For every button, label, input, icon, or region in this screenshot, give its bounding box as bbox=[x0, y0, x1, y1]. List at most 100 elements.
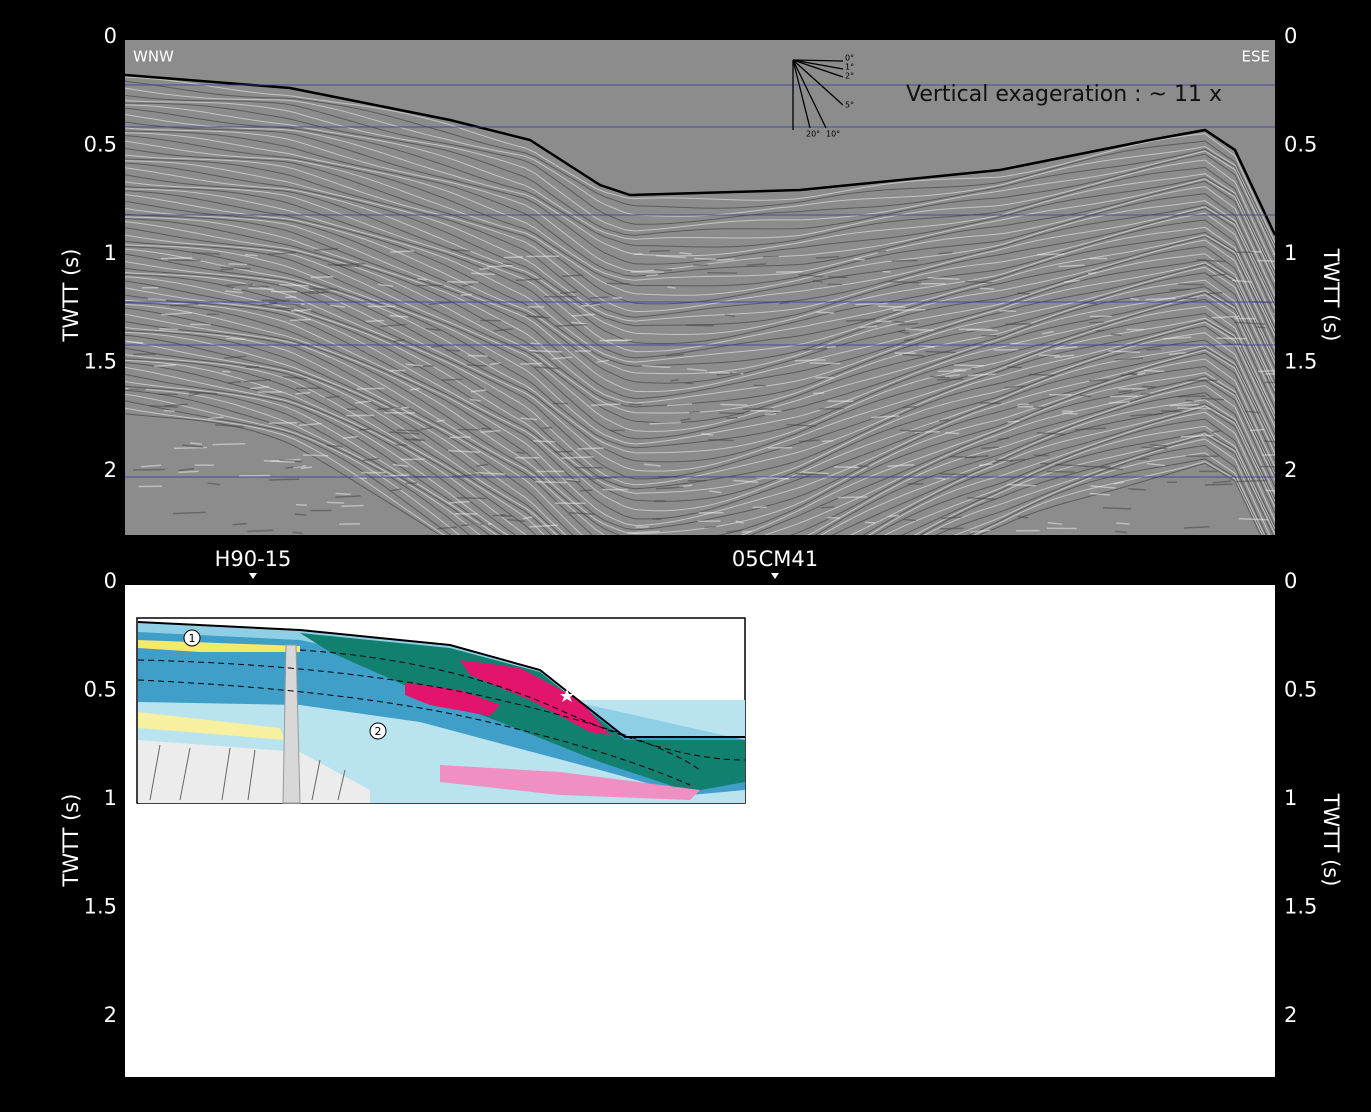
noise bbox=[359, 429, 370, 430]
noise bbox=[925, 352, 955, 353]
noise bbox=[810, 363, 841, 364]
noise bbox=[468, 355, 488, 356]
noise bbox=[347, 409, 357, 410]
line-marker: H90-15 bbox=[215, 547, 292, 571]
noise bbox=[405, 483, 416, 484]
noise bbox=[709, 372, 729, 373]
noise bbox=[390, 251, 414, 252]
noise bbox=[940, 528, 963, 529]
y-tick-label: 0 bbox=[104, 24, 117, 48]
line-marker: 05CM41 bbox=[732, 547, 818, 571]
y-tick-label: 0.5 bbox=[84, 678, 117, 702]
noise bbox=[1178, 284, 1204, 285]
noise bbox=[938, 371, 966, 372]
noise bbox=[220, 269, 233, 270]
y-tick-label: 1.5 bbox=[84, 350, 117, 374]
y-axis-title: TWTT (s) bbox=[1319, 248, 1343, 342]
noise bbox=[763, 256, 779, 257]
noise bbox=[533, 441, 555, 442]
noise bbox=[995, 460, 1013, 461]
y-axis-title: TWTT (s) bbox=[59, 249, 83, 343]
noise bbox=[520, 363, 542, 364]
noise bbox=[822, 441, 833, 442]
noise bbox=[357, 388, 385, 389]
noise bbox=[303, 455, 328, 456]
y-tick-label: 0 bbox=[1284, 24, 1297, 48]
noise bbox=[607, 283, 629, 284]
noise bbox=[457, 498, 486, 499]
noise bbox=[1103, 508, 1131, 509]
y-tick-label: 2 bbox=[1284, 458, 1297, 482]
noise bbox=[1096, 330, 1104, 331]
interpretation-inset: 1 2 bbox=[137, 618, 745, 803]
noise bbox=[742, 531, 752, 532]
noise bbox=[1250, 430, 1264, 431]
noise bbox=[542, 428, 552, 429]
noise bbox=[939, 420, 949, 421]
noise bbox=[754, 385, 766, 386]
noise bbox=[336, 494, 351, 495]
noise bbox=[954, 365, 984, 366]
y-tick-label: 1 bbox=[1284, 786, 1297, 810]
y-tick-label: 1 bbox=[104, 786, 117, 810]
noise bbox=[1089, 322, 1103, 323]
noise bbox=[226, 284, 253, 285]
noise bbox=[189, 393, 217, 394]
noise bbox=[1178, 396, 1205, 397]
noise bbox=[937, 379, 963, 380]
noise bbox=[442, 379, 463, 380]
y-axis-title: TWTT (s) bbox=[1319, 793, 1343, 887]
noise bbox=[311, 277, 334, 278]
callout: 2 bbox=[375, 725, 382, 738]
y-tick-label: 0.5 bbox=[1284, 133, 1317, 157]
angle-label: 1° bbox=[845, 63, 854, 72]
noise bbox=[854, 259, 865, 260]
noise bbox=[891, 321, 904, 322]
exaggeration-note: Vertical exageration : ~ 11 x bbox=[906, 82, 1222, 107]
noise bbox=[1140, 459, 1149, 460]
y-tick-label: 1.5 bbox=[1284, 895, 1317, 919]
noise bbox=[213, 444, 246, 445]
y-tick-label: 0.5 bbox=[1284, 678, 1317, 702]
y-tick-label: 2 bbox=[104, 458, 117, 482]
noise bbox=[446, 350, 460, 351]
noise bbox=[580, 490, 592, 491]
noise bbox=[1205, 484, 1232, 485]
noise bbox=[1217, 338, 1247, 339]
noise bbox=[481, 428, 491, 429]
noise bbox=[950, 457, 976, 458]
noise bbox=[290, 320, 311, 321]
noise bbox=[504, 257, 523, 258]
noise bbox=[366, 321, 384, 322]
noise bbox=[816, 312, 833, 313]
y-tick-label: 1.5 bbox=[1284, 350, 1317, 374]
noise bbox=[821, 507, 834, 508]
noise bbox=[526, 316, 543, 317]
noise bbox=[878, 306, 906, 307]
noise bbox=[178, 471, 198, 472]
noise bbox=[1161, 411, 1182, 412]
noise bbox=[979, 288, 994, 289]
noise bbox=[999, 311, 1016, 312]
y-tick-label: 2 bbox=[104, 1003, 117, 1027]
y-tick-label: 1 bbox=[1284, 241, 1297, 265]
noise bbox=[1115, 531, 1127, 532]
noise bbox=[450, 437, 471, 438]
noise bbox=[159, 329, 178, 330]
direction-label: ESE bbox=[1242, 48, 1270, 66]
angle-label: 20° bbox=[806, 130, 820, 139]
noise bbox=[721, 405, 748, 406]
noise bbox=[865, 522, 875, 523]
noise bbox=[461, 294, 473, 295]
noise bbox=[562, 275, 583, 276]
noise bbox=[893, 310, 925, 311]
noise bbox=[560, 292, 577, 293]
noise bbox=[719, 413, 744, 414]
y-tick-label: 2 bbox=[1284, 1003, 1297, 1027]
y-tick-label: 0 bbox=[1284, 569, 1297, 593]
noise bbox=[750, 411, 781, 412]
noise bbox=[685, 325, 714, 326]
noise bbox=[1170, 289, 1190, 290]
noise bbox=[1047, 471, 1075, 472]
noise bbox=[451, 250, 470, 251]
